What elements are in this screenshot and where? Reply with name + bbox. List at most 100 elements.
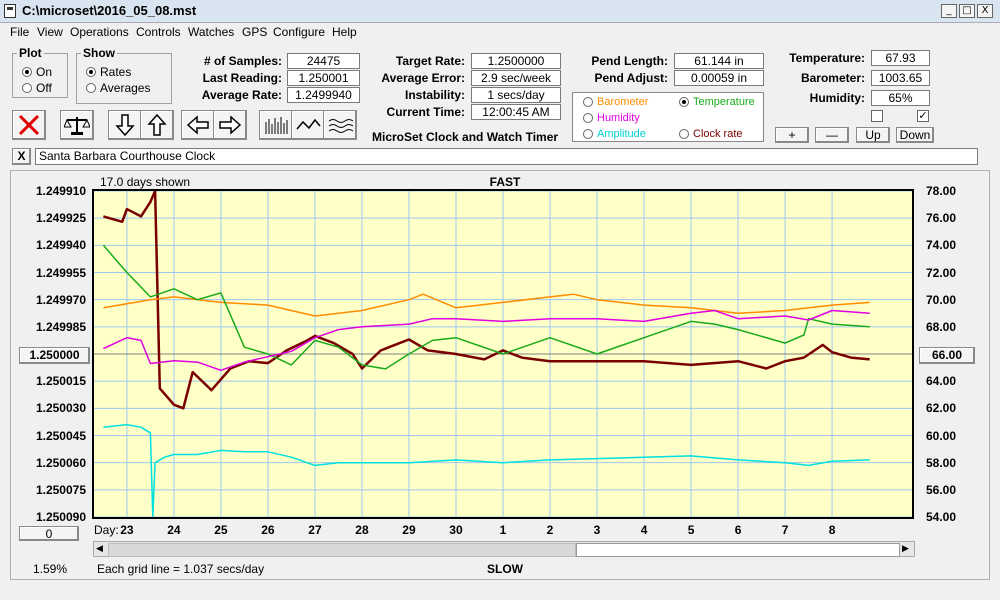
unchecked-checkbox[interactable] — [871, 110, 883, 122]
average-error-value: 2.9 sec/week — [471, 70, 561, 86]
series-line-rate — [103, 191, 870, 410]
close-window-button[interactable]: X — [977, 4, 993, 18]
x-axis-tick: 3 — [593, 523, 601, 537]
arrow-up-icon — [147, 113, 167, 136]
left-axis-tick: 1.249925 — [35, 211, 86, 226]
right-axis-center-button[interactable]: 66.00 — [919, 347, 975, 364]
app-caption: MicroSet Clock and Watch Timer — [372, 130, 559, 144]
arrow-up-button[interactable] — [140, 110, 174, 140]
menu-bar: File View Operations Controls Watches GP… — [0, 22, 1000, 42]
menu-help[interactable]: Help — [332, 25, 357, 39]
menu-gps[interactable]: GPS — [242, 25, 268, 39]
scale-down-button[interactable]: Down — [896, 127, 934, 143]
left-axis-tick: 1.250015 — [35, 374, 86, 389]
menu-configure[interactable]: Configure — [273, 25, 326, 39]
app-icon — [4, 4, 16, 18]
scale-minus-button[interactable]: — — [815, 127, 849, 143]
radio-dot — [22, 83, 32, 93]
plot-on-radio[interactable]: On — [22, 65, 52, 79]
plot-group-title: Plot — [19, 46, 42, 60]
overlay-humidity-radio[interactable]: Humidity — [583, 112, 640, 124]
balance-button[interactable] — [60, 110, 94, 140]
x-axis-tick: 2 — [546, 523, 554, 537]
series-line-temperature — [102, 244, 870, 370]
checked-checkbox[interactable]: ✓ — [917, 110, 929, 122]
x-axis-tick: 25 — [214, 523, 228, 537]
radio-dot — [22, 67, 32, 77]
fast-label: FAST — [489, 175, 521, 189]
plot-off-radio[interactable]: Off — [22, 81, 52, 95]
x-axis-prefix: Day: — [94, 523, 119, 537]
overlay-temperature-radio[interactable]: Temperature — [679, 96, 755, 108]
right-axis-tick: 72.00 — [926, 265, 957, 280]
stop-button[interactable] — [12, 110, 46, 140]
menu-file[interactable]: File — [10, 25, 30, 39]
red-x-icon — [18, 114, 40, 136]
left-axis-tick: 1.250090 — [35, 510, 86, 524]
days-shown-label: 17.0 days shown — [100, 175, 191, 189]
show-averages-radio[interactable]: Averages — [86, 81, 150, 95]
zero-button[interactable]: 0 — [19, 526, 79, 541]
right-axis-tick: 78.00 — [926, 184, 957, 198]
pend-length-label: Pend Length: — [591, 54, 668, 68]
horizontal-scrollbar[interactable]: ◀ ▶ — [93, 541, 915, 557]
checkmark-icon: ✓ — [918, 110, 928, 122]
scroll-right-icon[interactable]: ▶ — [902, 543, 909, 553]
average-rate-value: 1.2499940 — [287, 87, 360, 103]
overlay-temperature-label: Temperature — [693, 96, 755, 108]
humidity-label: Humidity: — [809, 91, 865, 105]
right-axis-tick: 64.00 — [926, 374, 957, 389]
last-reading-value: 1.250001 — [287, 70, 360, 86]
left-axis-tick: 1.250075 — [35, 482, 86, 497]
plot-on-label: On — [36, 65, 53, 79]
show-rates-radio[interactable]: Rates — [86, 65, 131, 79]
line-view-button[interactable] — [291, 110, 325, 140]
left-axis-tick: 1.249940 — [35, 238, 86, 253]
menu-operations[interactable]: Operations — [70, 25, 129, 39]
left-axis-tick: 1.249985 — [35, 319, 86, 334]
clear-clock-name-button[interactable]: X — [12, 148, 31, 165]
bars-view-button[interactable] — [259, 110, 293, 140]
right-axis-tick: 58.00 — [926, 455, 957, 470]
scroll-thumb[interactable] — [576, 543, 900, 557]
series-line-humidity — [103, 309, 870, 372]
scale-plus-button[interactable]: + — [775, 127, 809, 143]
clock-name-field[interactable]: Santa Barbara Courthouse Clock — [35, 148, 978, 165]
radio-dot — [583, 113, 593, 123]
menu-controls[interactable]: Controls — [136, 25, 181, 39]
scroll-left-icon[interactable]: ◀ — [96, 543, 103, 553]
plot-area[interactable] — [92, 189, 914, 519]
slow-label: SLOW — [487, 562, 523, 576]
right-axis-tick: 54.00 — [926, 510, 957, 524]
show-rates-label: Rates — [100, 65, 132, 79]
current-time-label: Current Time: — [386, 105, 465, 119]
left-axis-center-button[interactable]: 1.250000 — [19, 347, 90, 364]
samples-value: 24475 — [287, 53, 360, 69]
pend-length-value: 61.144 in — [674, 53, 764, 69]
temperature-label: Temperature: — [789, 51, 865, 65]
overlay-barometer-radio[interactable]: Barometer — [583, 96, 648, 108]
x-axis-tick: 4 — [640, 523, 648, 537]
arrow-down-button[interactable] — [108, 110, 142, 140]
left-axis-tick: 1.250030 — [35, 401, 86, 416]
target-rate-label: Target Rate: — [395, 54, 465, 68]
x-axis-tick: 30 — [449, 523, 463, 537]
overlay-amplitude-radio[interactable]: Amplitude — [583, 128, 646, 140]
scroll-track[interactable] — [108, 543, 576, 557]
wave-view-button[interactable] — [323, 110, 357, 140]
minimize-button[interactable]: _ — [941, 4, 957, 18]
menu-view[interactable]: View — [37, 25, 63, 39]
arrow-left-button[interactable] — [181, 110, 215, 140]
scale-up-button[interactable]: Up — [856, 127, 890, 143]
left-axis-tick: 1.249970 — [35, 292, 86, 307]
arrow-right-button[interactable] — [213, 110, 247, 140]
right-axis-tick: 76.00 — [926, 211, 957, 226]
overlay-amplitude-label: Amplitude — [597, 128, 646, 140]
left-axis-tick: 1.250060 — [35, 455, 86, 470]
x-axis-tick: 27 — [308, 523, 322, 537]
menu-watches[interactable]: Watches — [188, 25, 235, 39]
overlay-clock-rate-radio[interactable]: Clock rate — [679, 128, 743, 140]
series-line-amplitude — [103, 423, 870, 517]
maximize-button[interactable]: □ — [959, 4, 975, 18]
last-reading-label: Last Reading: — [202, 71, 282, 85]
